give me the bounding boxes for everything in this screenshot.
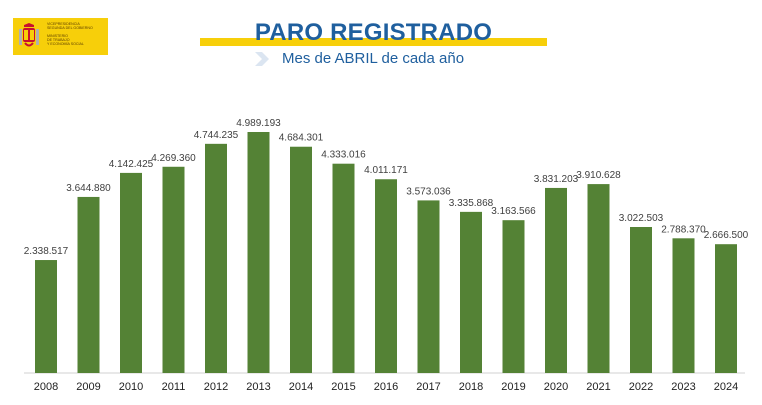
data-label-2017: 3.573.036 (406, 186, 451, 197)
logo-line: MINISTERIO (47, 33, 68, 38)
bar-2022 (630, 226, 652, 373)
page-title: PARO REGISTRADO (254, 19, 493, 46)
bar-2008 (35, 260, 57, 373)
data-label-2018: 3.335.868 (449, 198, 494, 209)
data-label-2008: 2.338.517 (24, 246, 69, 257)
bar-2017 (417, 200, 440, 373)
bar-2020 (545, 187, 567, 373)
page-subtitle: Mes de ABRIL de cada año (282, 50, 465, 67)
bar-2010 (120, 172, 142, 373)
x-tick-label-2015: 2015 (331, 381, 355, 393)
x-tick-label-2016: 2016 (374, 381, 398, 393)
government-logo: VICEPRESIDENCIA SEGUNDA DEL GOBIERNO MIN… (13, 18, 108, 55)
x-tick-label-2021: 2021 (586, 381, 610, 393)
data-label-2019: 3.163.566 (491, 206, 536, 217)
bar-2009 (77, 196, 100, 373)
bar-2021 (587, 184, 610, 373)
x-tick-label-2019: 2019 (501, 381, 525, 393)
x-tick-label-2024: 2024 (714, 381, 738, 393)
data-label-2023: 2.788.370 (661, 224, 706, 235)
bar-2013 (247, 132, 270, 373)
data-label-2010: 4.142.425 (109, 159, 154, 170)
bar-2023 (672, 238, 695, 373)
x-tick-label-2022: 2022 (629, 381, 653, 393)
data-label-2024: 2.666.500 (704, 230, 749, 241)
data-label-2013: 4.989.193 (236, 118, 281, 129)
bar-2011 (162, 166, 185, 373)
x-tick-label-2014: 2014 (289, 381, 313, 393)
bar-2016 (375, 179, 397, 373)
logo-line: DE TRABAJO (47, 37, 70, 42)
data-label-2021: 3.910.628 (576, 170, 621, 181)
logo-line: SEGUNDA DEL GOBIERNO (47, 26, 93, 31)
x-tick-label-2009: 2009 (76, 381, 100, 393)
logo-text: VICEPRESIDENCIA SEGUNDA DEL GOBIERNO MIN… (47, 22, 107, 46)
data-label-2011: 4.269.360 (151, 153, 196, 164)
x-tick-label-2012: 2012 (204, 381, 228, 393)
data-label-2016: 4.011.171 (364, 165, 408, 176)
bar-2019 (502, 220, 525, 373)
x-tick-label-2011: 2011 (162, 381, 186, 393)
coat-of-arms-icon (19, 23, 39, 47)
logo-line: VICEPRESIDENCIA (47, 22, 80, 26)
data-label-2014: 4.684.301 (279, 133, 324, 144)
data-label-2020: 3.831.203 (534, 174, 579, 185)
bar-2012 (205, 143, 227, 373)
x-tick-label-2010: 2010 (119, 381, 143, 393)
x-tick-label-2017: 2017 (416, 381, 440, 393)
bar-2018 (460, 211, 482, 373)
x-tick-label-2018: 2018 (459, 381, 483, 393)
data-label-2015: 4.333.016 (321, 150, 366, 161)
x-tick-label-2020: 2020 (544, 381, 568, 393)
chevron-right-icon (255, 52, 269, 66)
data-label-2022: 3.022.503 (619, 213, 664, 224)
logo-line: Y ECONOMÍA SOCIAL (47, 42, 84, 47)
bar-2014 (290, 146, 312, 373)
title-highlight-band (200, 38, 547, 46)
x-tick-label-2008: 2008 (34, 381, 58, 393)
x-tick-label-2013: 2013 (246, 381, 270, 393)
bar-2015 (332, 163, 355, 373)
bar-2024 (715, 244, 737, 373)
data-label-2012: 4.744.235 (194, 130, 239, 141)
data-label-2009: 3.644.880 (66, 183, 111, 194)
x-tick-label-2023: 2023 (671, 381, 695, 393)
